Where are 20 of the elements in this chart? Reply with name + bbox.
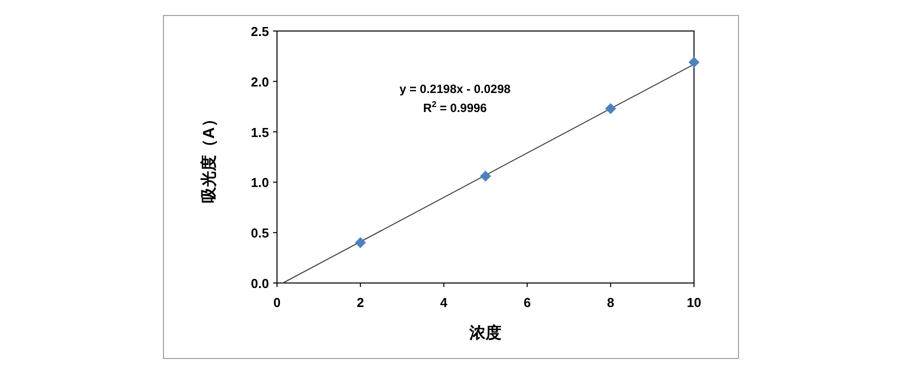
x-tick-label: 2 (356, 295, 364, 310)
x-tick-label: 10 (686, 295, 702, 310)
y-tick-label: 0.0 (250, 276, 269, 291)
y-tick-label: 1.5 (250, 124, 269, 140)
x-axis-title: 浓度 (468, 323, 502, 342)
x-tick-label: 0 (273, 295, 281, 310)
annotation: R$^{2}$ = 0.9996 (423, 99, 488, 115)
x-tick-label: 8 (606, 295, 614, 310)
y-tick-label: 0.5 (250, 226, 269, 241)
x-tick-label: 6 (524, 295, 531, 310)
y-axis-title: 吸光度（A） (199, 111, 218, 203)
point (354, 237, 366, 248)
x-tick-label: 4 (440, 295, 448, 310)
point (605, 103, 616, 114)
y-tick-label: 2.5 (250, 24, 269, 39)
point (688, 56, 700, 68)
annotation: y = 0.2198x - 0.0298 (399, 82, 511, 96)
point (480, 170, 491, 182)
y-tick-label: 2.0 (250, 74, 269, 90)
y-tick-label: 1.0 (250, 175, 269, 190)
